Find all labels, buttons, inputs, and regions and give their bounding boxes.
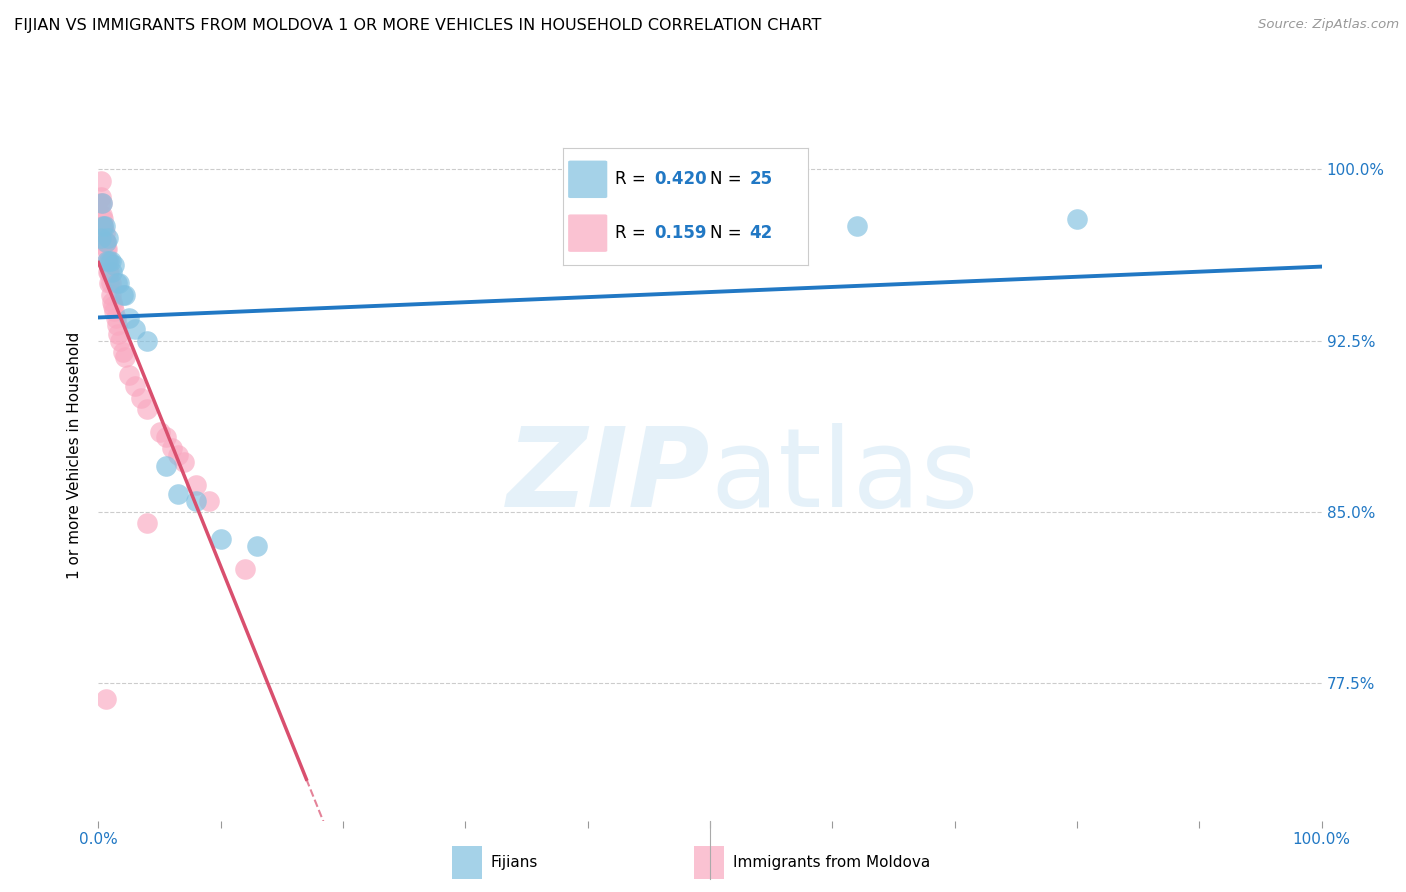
Point <box>111 345 134 359</box>
Text: ZIP: ZIP <box>506 424 710 531</box>
Point <box>167 487 190 501</box>
Point <box>93 235 115 250</box>
Point <box>101 294 124 309</box>
Point <box>94 235 117 250</box>
Point <box>100 253 122 268</box>
Point <box>107 326 129 341</box>
Point <box>136 516 159 531</box>
Point <box>173 455 195 469</box>
Point <box>98 265 121 279</box>
Point <box>186 477 208 491</box>
Point <box>246 540 269 554</box>
Point <box>94 242 117 256</box>
Point <box>136 334 159 348</box>
Point <box>155 459 177 474</box>
Point <box>96 253 118 268</box>
Point <box>845 219 868 234</box>
Point <box>97 265 120 279</box>
Text: Source: ZipAtlas.com: Source: ZipAtlas.com <box>1258 18 1399 31</box>
Point <box>105 318 128 332</box>
Point <box>93 226 115 240</box>
Point <box>97 253 120 268</box>
Point <box>94 235 117 250</box>
Point <box>101 265 124 279</box>
Point <box>93 219 115 234</box>
Point <box>110 334 132 348</box>
Point <box>94 692 117 706</box>
Point <box>100 288 122 302</box>
Point <box>155 430 177 444</box>
Point <box>91 219 114 234</box>
Point <box>89 196 111 211</box>
Text: atlas: atlas <box>710 424 979 531</box>
Point <box>233 562 256 576</box>
Point <box>90 231 112 245</box>
Point <box>98 277 121 291</box>
Point <box>97 231 120 245</box>
Y-axis label: 1 or more Vehicles in Household: 1 or more Vehicles in Household <box>67 331 83 579</box>
Point <box>136 402 159 417</box>
Point <box>160 441 183 455</box>
Point <box>111 288 134 302</box>
Point <box>90 174 112 188</box>
Point <box>91 196 114 211</box>
Point <box>105 277 128 291</box>
Point <box>103 258 125 272</box>
Point <box>96 253 118 268</box>
Point <box>96 242 118 256</box>
Point <box>197 493 219 508</box>
Point <box>114 350 136 364</box>
Point <box>1066 212 1088 227</box>
Point <box>91 196 114 211</box>
Point <box>98 253 121 268</box>
Point <box>118 310 141 325</box>
Point <box>209 533 232 547</box>
Point <box>101 299 124 313</box>
Point <box>129 391 152 405</box>
Point <box>124 322 146 336</box>
Point <box>103 304 125 318</box>
Point <box>118 368 141 382</box>
Point <box>124 379 146 393</box>
Point <box>114 288 136 302</box>
Point <box>100 277 122 291</box>
Point <box>186 493 208 508</box>
Point <box>91 219 114 234</box>
Point <box>108 277 131 291</box>
Text: FIJIAN VS IMMIGRANTS FROM MOLDOVA 1 OR MORE VEHICLES IN HOUSEHOLD CORRELATION CH: FIJIAN VS IMMIGRANTS FROM MOLDOVA 1 OR M… <box>14 18 821 33</box>
Point <box>149 425 172 439</box>
Point <box>91 212 114 227</box>
Point <box>104 310 127 325</box>
Point <box>90 189 112 203</box>
Point <box>91 208 114 222</box>
Point <box>167 448 190 462</box>
